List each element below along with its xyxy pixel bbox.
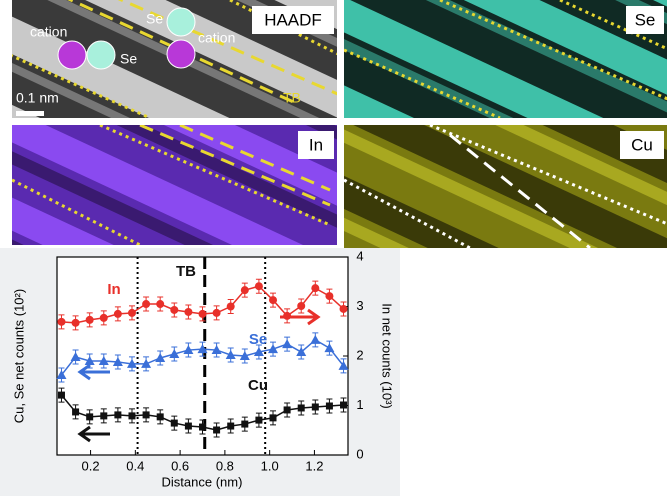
data-point	[255, 282, 263, 290]
data-point	[128, 309, 136, 317]
in-panel: In	[12, 125, 337, 245]
x-tick-label: 0.8	[216, 458, 234, 473]
data-point	[128, 412, 135, 419]
data-point	[86, 413, 93, 420]
y2-tick-label: 2	[356, 347, 363, 362]
atom-label: Se	[120, 51, 137, 67]
data-point	[156, 300, 164, 308]
x-tick-label: 1.2	[305, 458, 323, 473]
data-point	[57, 318, 65, 326]
haadf-panel: cation Se Se cation 0.1 nm TB HAADF	[10, 0, 340, 118]
x-tick-label: 1.0	[261, 458, 279, 473]
data-point	[284, 406, 291, 413]
data-point	[72, 408, 79, 415]
figure: cation Se Se cation 0.1 nm TB HAADF Se I…	[0, 0, 670, 496]
annotation: Se	[249, 331, 267, 348]
panel-tag: Se	[635, 10, 656, 29]
x-tick-label: 0.4	[126, 458, 144, 473]
boundary-label: TB	[283, 90, 301, 106]
data-point	[255, 417, 262, 424]
data-point	[227, 423, 234, 430]
data-point	[241, 421, 248, 428]
data-point	[199, 424, 206, 431]
data-point	[100, 412, 107, 419]
x-tick-label: 0.2	[82, 458, 100, 473]
data-point	[312, 403, 319, 410]
panel-tag: Cu	[631, 135, 653, 154]
y2-tick-label: 3	[356, 298, 363, 313]
x-tick-label: 0.6	[171, 458, 189, 473]
data-point	[100, 314, 108, 322]
data-point	[86, 316, 94, 324]
y2-tick-label: 1	[356, 397, 363, 412]
atom-label: cation	[198, 30, 235, 46]
x-axis-label: Distance (nm)	[162, 474, 243, 489]
annotation: TB	[176, 263, 196, 280]
annotation: Cu	[248, 377, 268, 394]
data-point	[114, 411, 121, 418]
annotation: In	[107, 281, 120, 298]
data-point	[213, 427, 220, 434]
data-point	[185, 423, 192, 430]
data-point	[114, 310, 122, 318]
data-point	[269, 296, 277, 304]
panel-tag: In	[309, 135, 323, 154]
data-point	[298, 404, 305, 411]
data-point	[340, 305, 348, 313]
data-point	[213, 309, 221, 317]
data-point	[72, 319, 80, 327]
data-point	[297, 302, 305, 310]
panel-tag: HAADF	[264, 10, 322, 29]
data-point	[283, 312, 291, 320]
page: {"panels": {"haadf": {"tag": "HAADF", "l…	[0, 0, 670, 496]
data-point	[170, 306, 178, 314]
se-panel: Se	[344, 0, 670, 118]
y2-tick-label: 0	[356, 446, 363, 461]
y-axis-label: Cu, Se net counts (10²)	[11, 289, 26, 423]
data-point	[340, 402, 347, 409]
data-point	[325, 292, 333, 300]
data-point	[270, 414, 277, 421]
y2-axis-label: In net counts (10³)	[380, 303, 395, 409]
data-point	[143, 411, 150, 418]
data-point	[241, 286, 249, 294]
data-point	[184, 308, 192, 316]
data-point	[199, 310, 207, 318]
data-point	[157, 413, 164, 420]
data-point	[227, 303, 235, 311]
atom-label: Se	[146, 11, 163, 27]
atom-label: cation	[30, 24, 67, 40]
data-point	[142, 300, 150, 308]
scale-bar-label: 0.1 nm	[16, 90, 59, 106]
y2-tick-label: 4	[356, 248, 363, 263]
data-point	[58, 392, 65, 399]
data-point	[171, 420, 178, 427]
data-point	[311, 284, 319, 292]
cu-panel: Cu	[344, 125, 670, 248]
data-point	[326, 402, 333, 409]
